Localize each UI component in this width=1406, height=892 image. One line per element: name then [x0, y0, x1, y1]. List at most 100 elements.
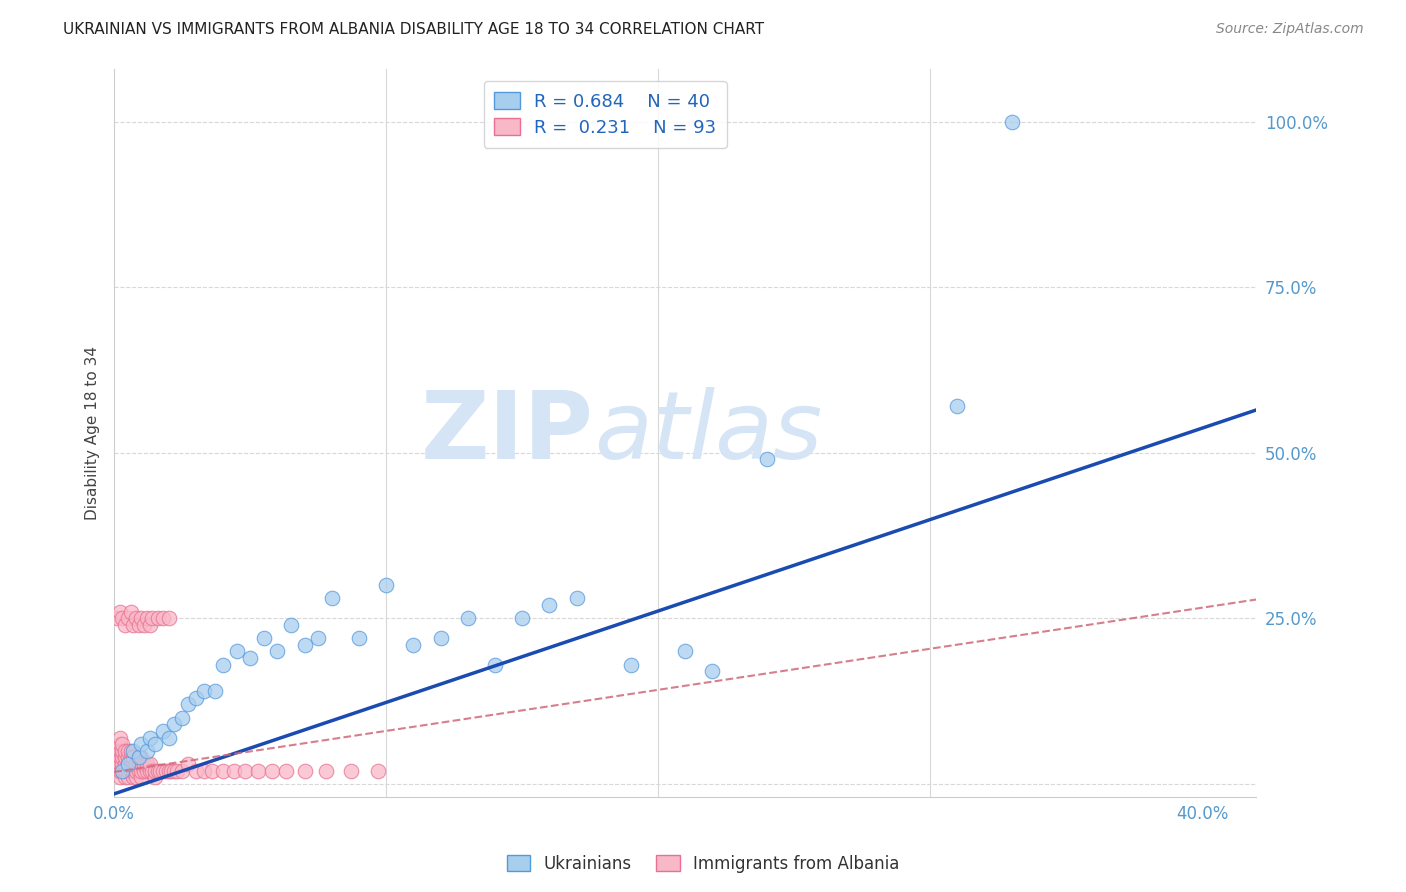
Point: [132, 764, 155, 778]
Point: [176, 757, 198, 772]
Point: [347, 631, 370, 645]
Point: [114, 764, 136, 778]
Point: [111, 750, 134, 764]
Point: [247, 764, 270, 778]
Point: [212, 657, 235, 672]
Point: [266, 644, 288, 658]
Point: [108, 737, 131, 751]
Point: [152, 764, 174, 778]
Point: [128, 618, 150, 632]
Point: [294, 638, 316, 652]
Point: [402, 638, 425, 652]
Point: [755, 452, 778, 467]
Point: [620, 657, 643, 672]
Point: [135, 764, 157, 778]
Point: [138, 757, 160, 772]
Point: [108, 757, 131, 772]
Text: ZIP: ZIP: [420, 387, 593, 479]
Point: [117, 757, 139, 772]
Point: [239, 651, 262, 665]
Point: [204, 684, 226, 698]
Point: [157, 764, 180, 778]
Legend: R = 0.684    N = 40, R =  0.231    N = 93: R = 0.684 N = 40, R = 0.231 N = 93: [484, 81, 727, 148]
Point: [114, 757, 136, 772]
Point: [152, 723, 174, 738]
Point: [157, 611, 180, 625]
Point: [111, 764, 134, 778]
Point: [120, 757, 142, 772]
Point: [108, 770, 131, 784]
Point: [117, 770, 139, 784]
Point: [510, 611, 533, 625]
Point: [132, 618, 155, 632]
Point: [184, 764, 207, 778]
Point: [222, 764, 245, 778]
Point: [125, 770, 148, 784]
Text: Source: ZipAtlas.com: Source: ZipAtlas.com: [1216, 22, 1364, 37]
Point: [321, 591, 343, 606]
Point: [1001, 114, 1024, 128]
Point: [172, 711, 194, 725]
Point: [117, 757, 139, 772]
Point: [160, 764, 183, 778]
Point: [111, 737, 134, 751]
Point: [105, 757, 128, 772]
Point: [122, 770, 145, 784]
Point: [122, 750, 145, 764]
Point: [212, 764, 235, 778]
Point: [111, 757, 134, 772]
Point: [128, 764, 150, 778]
Point: [429, 631, 451, 645]
Point: [125, 757, 148, 772]
Point: [274, 764, 297, 778]
Point: [117, 744, 139, 758]
Point: [138, 618, 160, 632]
Point: [131, 757, 153, 772]
Point: [122, 764, 145, 778]
Point: [111, 744, 134, 758]
Point: [163, 717, 186, 731]
Point: [135, 757, 157, 772]
Point: [120, 750, 142, 764]
Point: [128, 757, 150, 772]
Text: UKRAINIAN VS IMMIGRANTS FROM ALBANIA DISABILITY AGE 18 TO 34 CORRELATION CHART: UKRAINIAN VS IMMIGRANTS FROM ALBANIA DIS…: [63, 22, 765, 37]
Point: [484, 657, 506, 672]
Point: [166, 764, 188, 778]
Point: [128, 750, 150, 764]
Point: [294, 764, 316, 778]
Point: [141, 764, 163, 778]
Point: [157, 731, 180, 745]
Point: [108, 750, 131, 764]
Point: [117, 750, 139, 764]
Point: [138, 731, 160, 745]
Point: [120, 744, 142, 758]
Point: [125, 764, 148, 778]
Point: [152, 611, 174, 625]
Point: [260, 764, 283, 778]
Point: [120, 605, 142, 619]
Point: [122, 757, 145, 772]
Point: [280, 618, 302, 632]
Point: [163, 764, 186, 778]
Point: [138, 764, 160, 778]
Point: [143, 737, 166, 751]
Point: [201, 764, 224, 778]
Point: [105, 764, 128, 778]
Point: [114, 618, 136, 632]
Point: [176, 698, 198, 712]
Point: [538, 598, 561, 612]
Point: [253, 631, 276, 645]
Point: [105, 750, 128, 764]
Point: [108, 764, 131, 778]
Point: [155, 764, 177, 778]
Point: [122, 744, 145, 758]
Point: [111, 764, 134, 778]
Point: [135, 611, 157, 625]
Point: [141, 611, 163, 625]
Point: [193, 764, 215, 778]
Point: [131, 750, 153, 764]
Point: [225, 644, 247, 658]
Point: [143, 764, 166, 778]
Point: [307, 631, 329, 645]
Point: [122, 618, 145, 632]
